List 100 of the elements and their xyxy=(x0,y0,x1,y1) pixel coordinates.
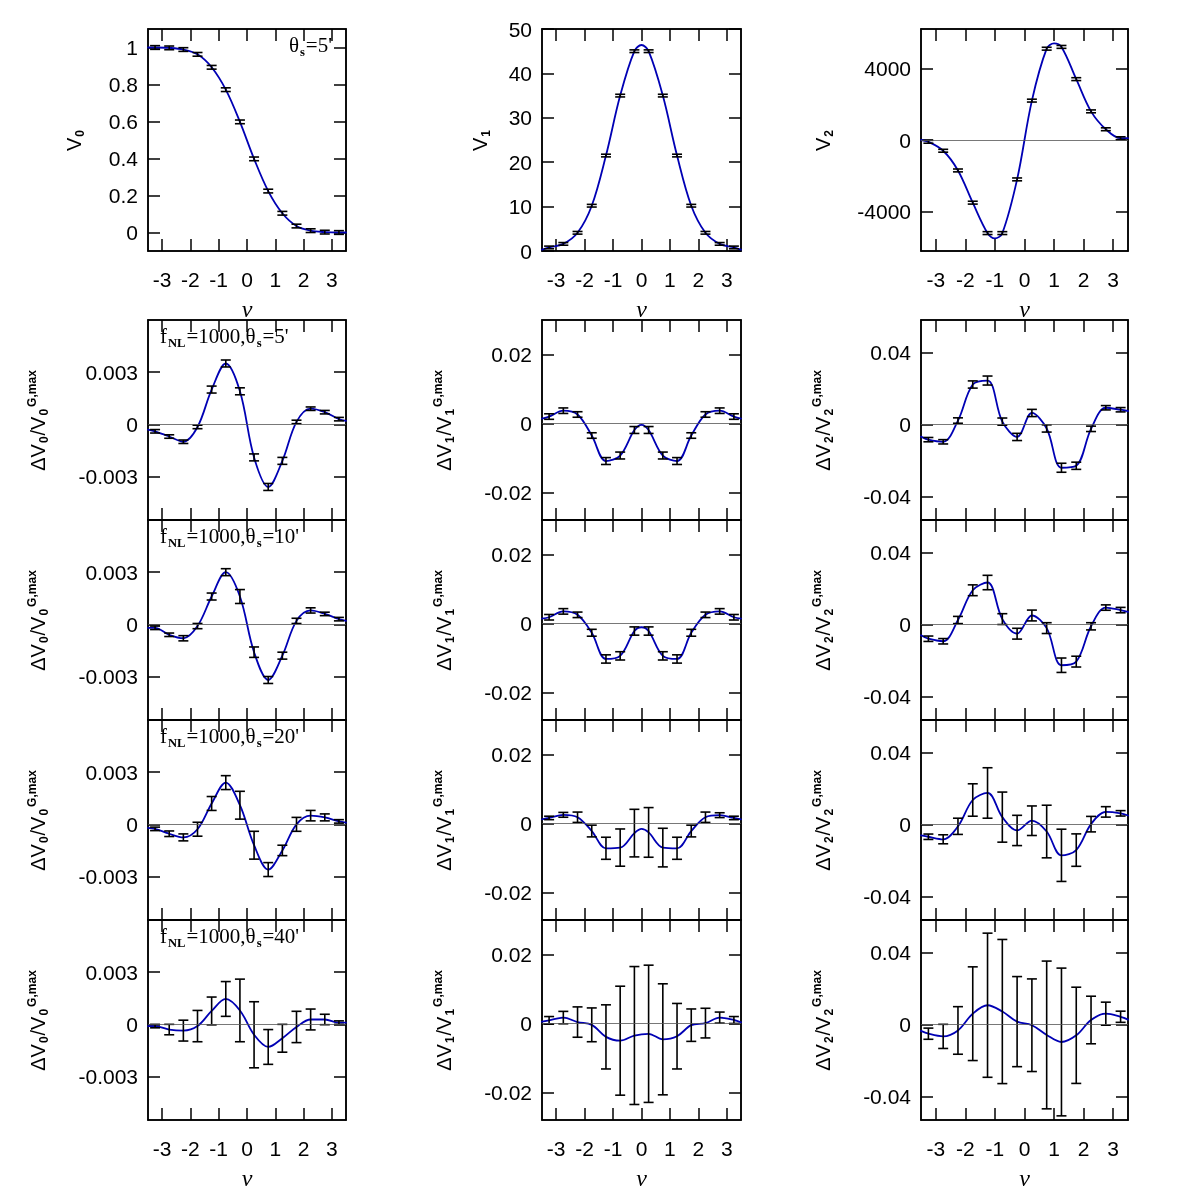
y-axis-title: ΔV1/V1G,max xyxy=(431,769,457,871)
y-tick-label: 0 xyxy=(899,613,911,636)
y-tick-label: 0.02 xyxy=(491,742,532,766)
y-tick-label: 0 xyxy=(899,1013,911,1036)
x-tick-label: 3 xyxy=(720,1137,733,1160)
y-tick-label: 0 xyxy=(520,239,532,263)
y-tick-label: 0.02 xyxy=(491,342,532,366)
x-tick-label: 0 xyxy=(635,268,648,291)
x-tick-label: 2 xyxy=(1077,268,1090,291)
x-axis-title: ν xyxy=(1019,1165,1031,1191)
y-axis-title: ΔV2/V2G,max xyxy=(810,769,836,871)
y-tick-label: 0 xyxy=(520,811,532,835)
y-tick-label: -0.003 xyxy=(78,865,138,889)
y-tick-label: 0.04 xyxy=(870,340,912,364)
x-axis-title: ν xyxy=(241,1165,253,1191)
x-axis-title: ν xyxy=(636,296,648,322)
x-tick-label: 0 xyxy=(635,1137,648,1160)
y-tick-label: 0 xyxy=(520,1011,532,1035)
y-axis-title: ΔV1/V1G,max xyxy=(431,969,457,1071)
x-tick-label: -2 xyxy=(181,268,200,291)
x-tick-label: 3 xyxy=(326,1137,338,1160)
y-tick-label: 0.04 xyxy=(870,540,912,564)
y-tick-label: 0 xyxy=(126,221,138,244)
y-axis-title: ΔV0/V0G,max xyxy=(25,569,51,671)
y-axis-title: V1 xyxy=(469,129,493,152)
y-tick-label: 0.003 xyxy=(85,960,138,984)
x-tick-label: -2 xyxy=(181,1137,200,1160)
x-tick-label: 2 xyxy=(692,1137,705,1160)
x-tick-label: 1 xyxy=(1048,1137,1060,1160)
x-tick-label: -2 xyxy=(956,1137,975,1160)
y-tick-label: -0.02 xyxy=(484,1080,532,1104)
y-tick-label: -0.003 xyxy=(78,1065,138,1089)
y-tick-label: -0.04 xyxy=(863,485,912,509)
x-axis-title: ν xyxy=(1019,296,1031,322)
y-axis-title: V2 xyxy=(812,129,836,152)
y-axis-title: V0 xyxy=(63,129,87,152)
x-axis-title: ν xyxy=(241,296,253,322)
x-tick-label: -1 xyxy=(985,268,1005,291)
y-tick-label: 0 xyxy=(899,128,911,152)
y-tick-label: 0 xyxy=(899,413,911,436)
y-tick-label: 0.4 xyxy=(108,147,139,170)
x-tick-label: 1 xyxy=(269,1137,282,1160)
x-tick-label: 0 xyxy=(1018,1137,1031,1160)
y-tick-label: 0 xyxy=(126,1012,138,1036)
x-tick-label: -3 xyxy=(152,268,172,291)
y-tick-label: -0.003 xyxy=(78,665,138,689)
x-tick-label: 2 xyxy=(1077,1137,1090,1160)
y-tick-label: -0.04 xyxy=(863,885,912,909)
y-tick-label: 0 xyxy=(899,813,911,836)
x-tick-label: 1 xyxy=(664,268,676,291)
x-tick-label: -1 xyxy=(985,1137,1005,1160)
x-tick-label: -3 xyxy=(546,268,566,291)
x-tick-label: 0 xyxy=(1018,268,1031,291)
x-tick-label: 1 xyxy=(1048,268,1060,291)
y-tick-label: 10 xyxy=(508,195,532,219)
x-tick-label: -1 xyxy=(209,268,229,291)
x-tick-label: 2 xyxy=(297,268,310,291)
y-tick-label: 0.6 xyxy=(108,110,138,133)
y-tick-label: 0 xyxy=(126,412,138,436)
y-axis-title: ΔV0/V0G,max xyxy=(25,769,51,871)
x-tick-label: -3 xyxy=(546,1137,566,1160)
y-axis-title: ΔV0/V0G,max xyxy=(25,369,51,471)
x-tick-label: 2 xyxy=(692,268,705,291)
y-tick-label: 20 xyxy=(508,150,532,174)
y-tick-label: 0.2 xyxy=(108,184,138,207)
x-tick-label: 2 xyxy=(297,1137,310,1160)
y-tick-label: -0.04 xyxy=(863,685,912,709)
y-tick-label: 0 xyxy=(126,812,138,836)
y-tick-label: -0.02 xyxy=(484,880,532,904)
y-tick-label: 0.003 xyxy=(85,760,138,784)
y-axis-title: ΔV2/V2G,max xyxy=(810,969,836,1071)
y-tick-label: 0 xyxy=(520,411,532,435)
x-tick-label: -2 xyxy=(956,268,975,291)
x-tick-label: 3 xyxy=(720,268,733,291)
y-tick-label: 1 xyxy=(126,36,138,59)
x-tick-label: 3 xyxy=(326,268,338,291)
x-tick-label: -1 xyxy=(209,1137,229,1160)
y-tick-label: -4000 xyxy=(857,200,911,224)
x-tick-label: -3 xyxy=(152,1137,172,1160)
y-axis-title: ΔV1/V1G,max xyxy=(431,569,457,671)
x-tick-label: 1 xyxy=(664,1137,676,1160)
x-tick-label: -2 xyxy=(575,1137,594,1160)
x-tick-label: -1 xyxy=(603,1137,623,1160)
x-tick-label: -1 xyxy=(603,268,623,291)
x-tick-label: 0 xyxy=(241,1137,253,1160)
y-axis-title: ΔV0/V0G,max xyxy=(25,969,51,1071)
x-tick-label: 1 xyxy=(269,268,282,291)
x-tick-label: -2 xyxy=(575,268,594,291)
y-tick-label: 0 xyxy=(126,612,138,636)
y-tick-label: 0.02 xyxy=(491,542,532,566)
y-tick-label: 0.003 xyxy=(85,360,138,384)
y-tick-label: 0.8 xyxy=(108,73,138,96)
y-tick-label: -0.02 xyxy=(484,480,532,504)
y-tick-label: 0.02 xyxy=(491,942,532,966)
y-tick-label: 0 xyxy=(520,611,532,635)
y-tick-label: 0.04 xyxy=(870,940,912,964)
y-tick-label: -0.003 xyxy=(78,465,138,489)
y-tick-label: -0.02 xyxy=(484,680,532,704)
x-tick-label: 3 xyxy=(1107,1137,1120,1160)
y-axis-title: ΔV2/V2G,max xyxy=(810,569,836,671)
